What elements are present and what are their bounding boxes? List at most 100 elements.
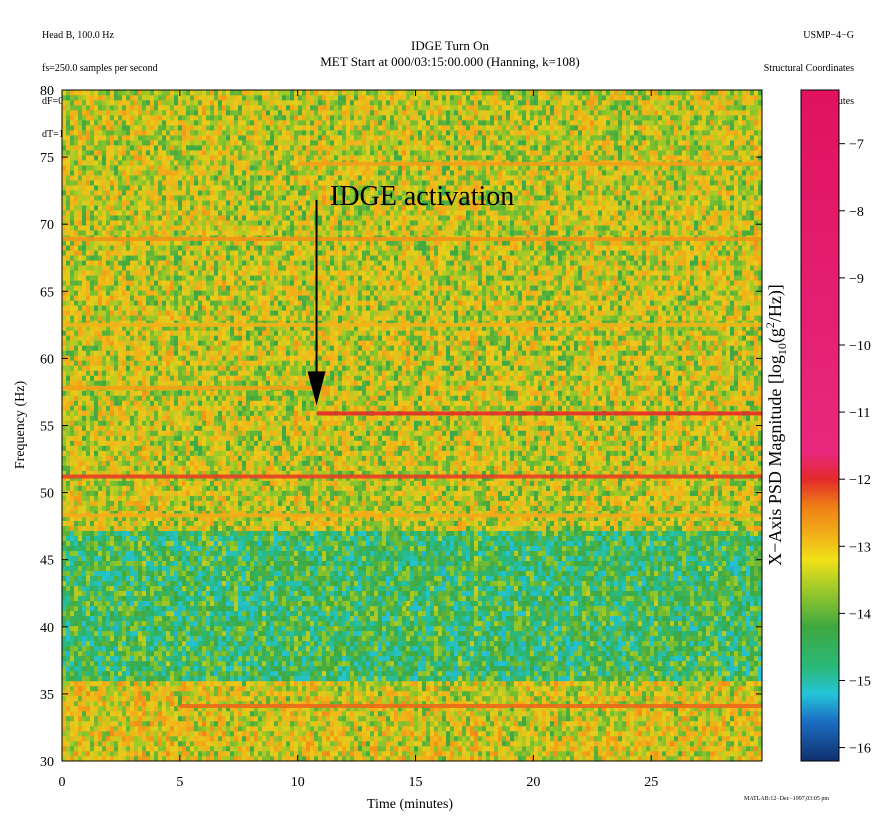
heat-cell	[174, 660, 179, 667]
heat-cell	[94, 295, 99, 301]
heat-cell	[190, 405, 195, 411]
heat-cell	[166, 110, 171, 116]
heat-cell	[78, 295, 83, 301]
heat-cell	[194, 605, 199, 612]
heat-cell	[186, 255, 191, 261]
heat-cell	[66, 745, 71, 752]
heat-cell	[70, 670, 75, 677]
heat-cell	[206, 160, 211, 166]
heat-cell	[110, 485, 115, 491]
heat-cell	[66, 335, 71, 341]
heat-cell	[178, 535, 183, 541]
heat-cell	[110, 655, 115, 662]
heat-cell	[74, 260, 79, 266]
heat-cell	[174, 325, 179, 331]
heat-cell	[162, 265, 167, 271]
heat-cell	[154, 360, 159, 366]
heat-cell	[106, 620, 111, 627]
heat-cell	[206, 290, 211, 296]
heat-cell	[146, 595, 151, 602]
heat-cell	[90, 685, 95, 692]
heat-cell	[102, 125, 107, 131]
heat-cell	[94, 265, 99, 271]
heat-cell	[94, 655, 99, 662]
heat-cell	[118, 205, 123, 211]
heat-cell	[198, 705, 203, 712]
heat-cell	[82, 400, 87, 406]
heat-cell	[70, 260, 75, 266]
heat-cell	[114, 410, 119, 416]
heat-cell	[194, 125, 199, 131]
heat-cell	[102, 555, 107, 561]
heat-cell	[206, 90, 211, 96]
heat-cell	[194, 170, 199, 176]
heat-cell	[134, 560, 139, 567]
heat-cell	[78, 705, 83, 712]
heat-cell	[170, 700, 175, 707]
heat-cell	[190, 750, 195, 757]
heat-cell	[138, 100, 143, 106]
heat-cell	[62, 165, 67, 171]
heat-cell	[194, 350, 199, 356]
heat-cell	[82, 445, 87, 451]
heat-cell	[118, 355, 123, 361]
heat-cell	[182, 450, 187, 456]
heat-cell	[194, 215, 199, 221]
heat-cell	[182, 230, 187, 236]
heat-cell	[150, 660, 155, 667]
heat-cell	[118, 380, 123, 386]
heat-cell	[114, 380, 119, 386]
heat-cell	[174, 645, 179, 652]
heat-cell	[90, 180, 95, 186]
heat-cell	[94, 465, 99, 471]
heat-cell	[150, 615, 155, 622]
heat-cell	[110, 410, 115, 416]
heat-cell	[182, 540, 187, 546]
heat-cell	[166, 675, 171, 682]
heat-cell	[74, 400, 79, 406]
heat-cell	[78, 285, 83, 291]
heat-cell	[182, 145, 187, 151]
heat-cell	[74, 405, 79, 411]
heat-cell	[82, 280, 87, 286]
heat-cell	[82, 695, 87, 702]
heat-cell	[122, 425, 127, 431]
heat-cell	[114, 95, 119, 101]
heat-cell	[170, 295, 175, 301]
heat-cell	[94, 560, 99, 567]
heat-cell	[178, 270, 183, 276]
heat-cell	[178, 410, 183, 416]
heat-cell	[114, 550, 119, 556]
heat-cell	[170, 435, 175, 441]
heat-cell	[118, 665, 123, 672]
heat-cell	[122, 460, 127, 466]
heat-cell	[118, 420, 123, 426]
heat-cell	[102, 515, 107, 521]
heat-cell	[126, 165, 131, 171]
heat-cell	[98, 740, 103, 747]
heat-cell	[62, 410, 67, 416]
heat-cell	[74, 645, 79, 652]
heat-cell	[198, 530, 203, 536]
heat-cell	[178, 135, 183, 141]
heat-cell	[94, 420, 99, 426]
heat-cell	[114, 125, 119, 131]
heat-cell	[122, 415, 127, 421]
heat-cell	[142, 640, 147, 647]
heat-cell	[110, 580, 115, 587]
heat-cell	[162, 280, 167, 286]
heat-cell	[198, 615, 203, 622]
heat-cell	[70, 685, 75, 692]
heat-cell	[126, 565, 131, 572]
heat-cell	[146, 565, 151, 572]
heat-cell	[70, 95, 75, 101]
heat-cell	[206, 560, 211, 567]
heat-cell	[206, 95, 211, 101]
heat-cell	[138, 220, 143, 226]
heat-cell	[86, 755, 91, 762]
heat-cell	[198, 510, 203, 516]
heat-cell	[138, 275, 143, 281]
heat-cell	[114, 250, 119, 256]
heat-cell	[78, 495, 83, 501]
heat-cell	[86, 550, 91, 556]
